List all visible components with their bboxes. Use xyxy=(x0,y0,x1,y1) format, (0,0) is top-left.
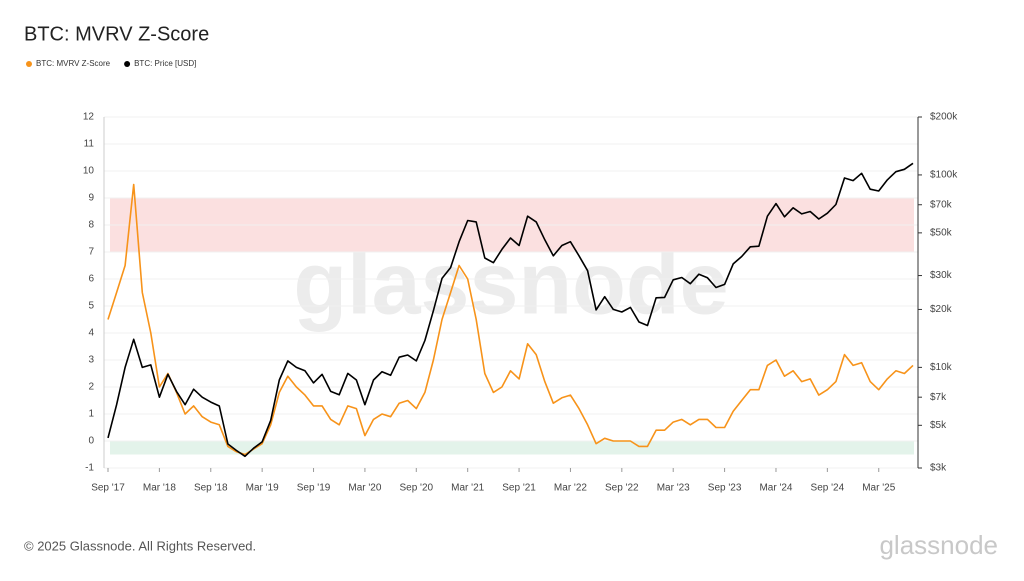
y-tick-label: 2 xyxy=(88,382,94,393)
x-tick-label: Sep '18 xyxy=(194,483,228,494)
y-tick-label: 1 xyxy=(88,409,94,420)
y2-tick-label: $3k xyxy=(930,463,947,474)
y2-tick-label: $50k xyxy=(930,228,953,239)
x-tick-label: Sep '21 xyxy=(502,483,536,494)
x-tick-label: Mar '21 xyxy=(451,483,484,494)
legend-marker xyxy=(26,61,32,67)
y2-tick-label: $5k xyxy=(930,420,947,431)
y2-tick-label: $7k xyxy=(930,392,947,403)
x-tick-label: Sep '22 xyxy=(605,483,639,494)
y-tick-label: 10 xyxy=(83,166,95,177)
x-tick-label: Sep '23 xyxy=(708,483,742,494)
x-tick-label: Mar '23 xyxy=(657,483,690,494)
footer: © 2025 Glassnode. All Rights Reserved. xyxy=(24,538,256,553)
y2-tick-label: $20k xyxy=(930,304,953,315)
x-tick-label: Mar '20 xyxy=(348,483,381,494)
chart-title: BTC: MVRV Z-Score xyxy=(24,23,209,45)
y-tick-label: 3 xyxy=(88,355,94,366)
y2-tick-label: $200k xyxy=(930,112,958,123)
x-tick-label: Mar '18 xyxy=(143,483,176,494)
x-tick-label: Mar '24 xyxy=(759,483,792,494)
y-tick-label: 7 xyxy=(88,247,94,258)
y-tick-label: 12 xyxy=(83,112,95,123)
y2-tick-label: $70k xyxy=(930,199,953,210)
y2-tick-label: $30k xyxy=(930,270,953,281)
y-tick-label: 8 xyxy=(88,220,94,231)
legend-label: BTC: Price [USD] xyxy=(134,59,196,68)
series-line xyxy=(107,162,914,458)
y-tick-label: 5 xyxy=(88,301,94,312)
y2-tick-label: $100k xyxy=(930,170,958,181)
x-tick-label: Sep '17 xyxy=(91,483,125,494)
x-tick-label: Mar '22 xyxy=(554,483,587,494)
y-tick-label: 0 xyxy=(88,436,94,447)
y-tick-label: 4 xyxy=(88,328,94,339)
y2-tick-label: $10k xyxy=(930,362,953,373)
x-tick-label: Sep '24 xyxy=(811,483,845,494)
legend-marker xyxy=(124,61,131,67)
legend-label: BTC: MVRV Z-Score xyxy=(36,59,111,68)
y-tick-label: 11 xyxy=(84,139,95,150)
brand: glassnode xyxy=(879,530,998,560)
y-tick-label: 9 xyxy=(88,193,94,204)
x-tick-label: Sep '19 xyxy=(297,483,331,494)
x-tick-label: Mar '19 xyxy=(246,483,279,494)
x-tick-label: Sep '20 xyxy=(399,483,433,494)
y-tick-label: 6 xyxy=(88,274,94,285)
y-tick-label: -1 xyxy=(85,463,94,474)
zone-band xyxy=(110,441,914,455)
x-tick-label: Mar '25 xyxy=(862,483,895,494)
